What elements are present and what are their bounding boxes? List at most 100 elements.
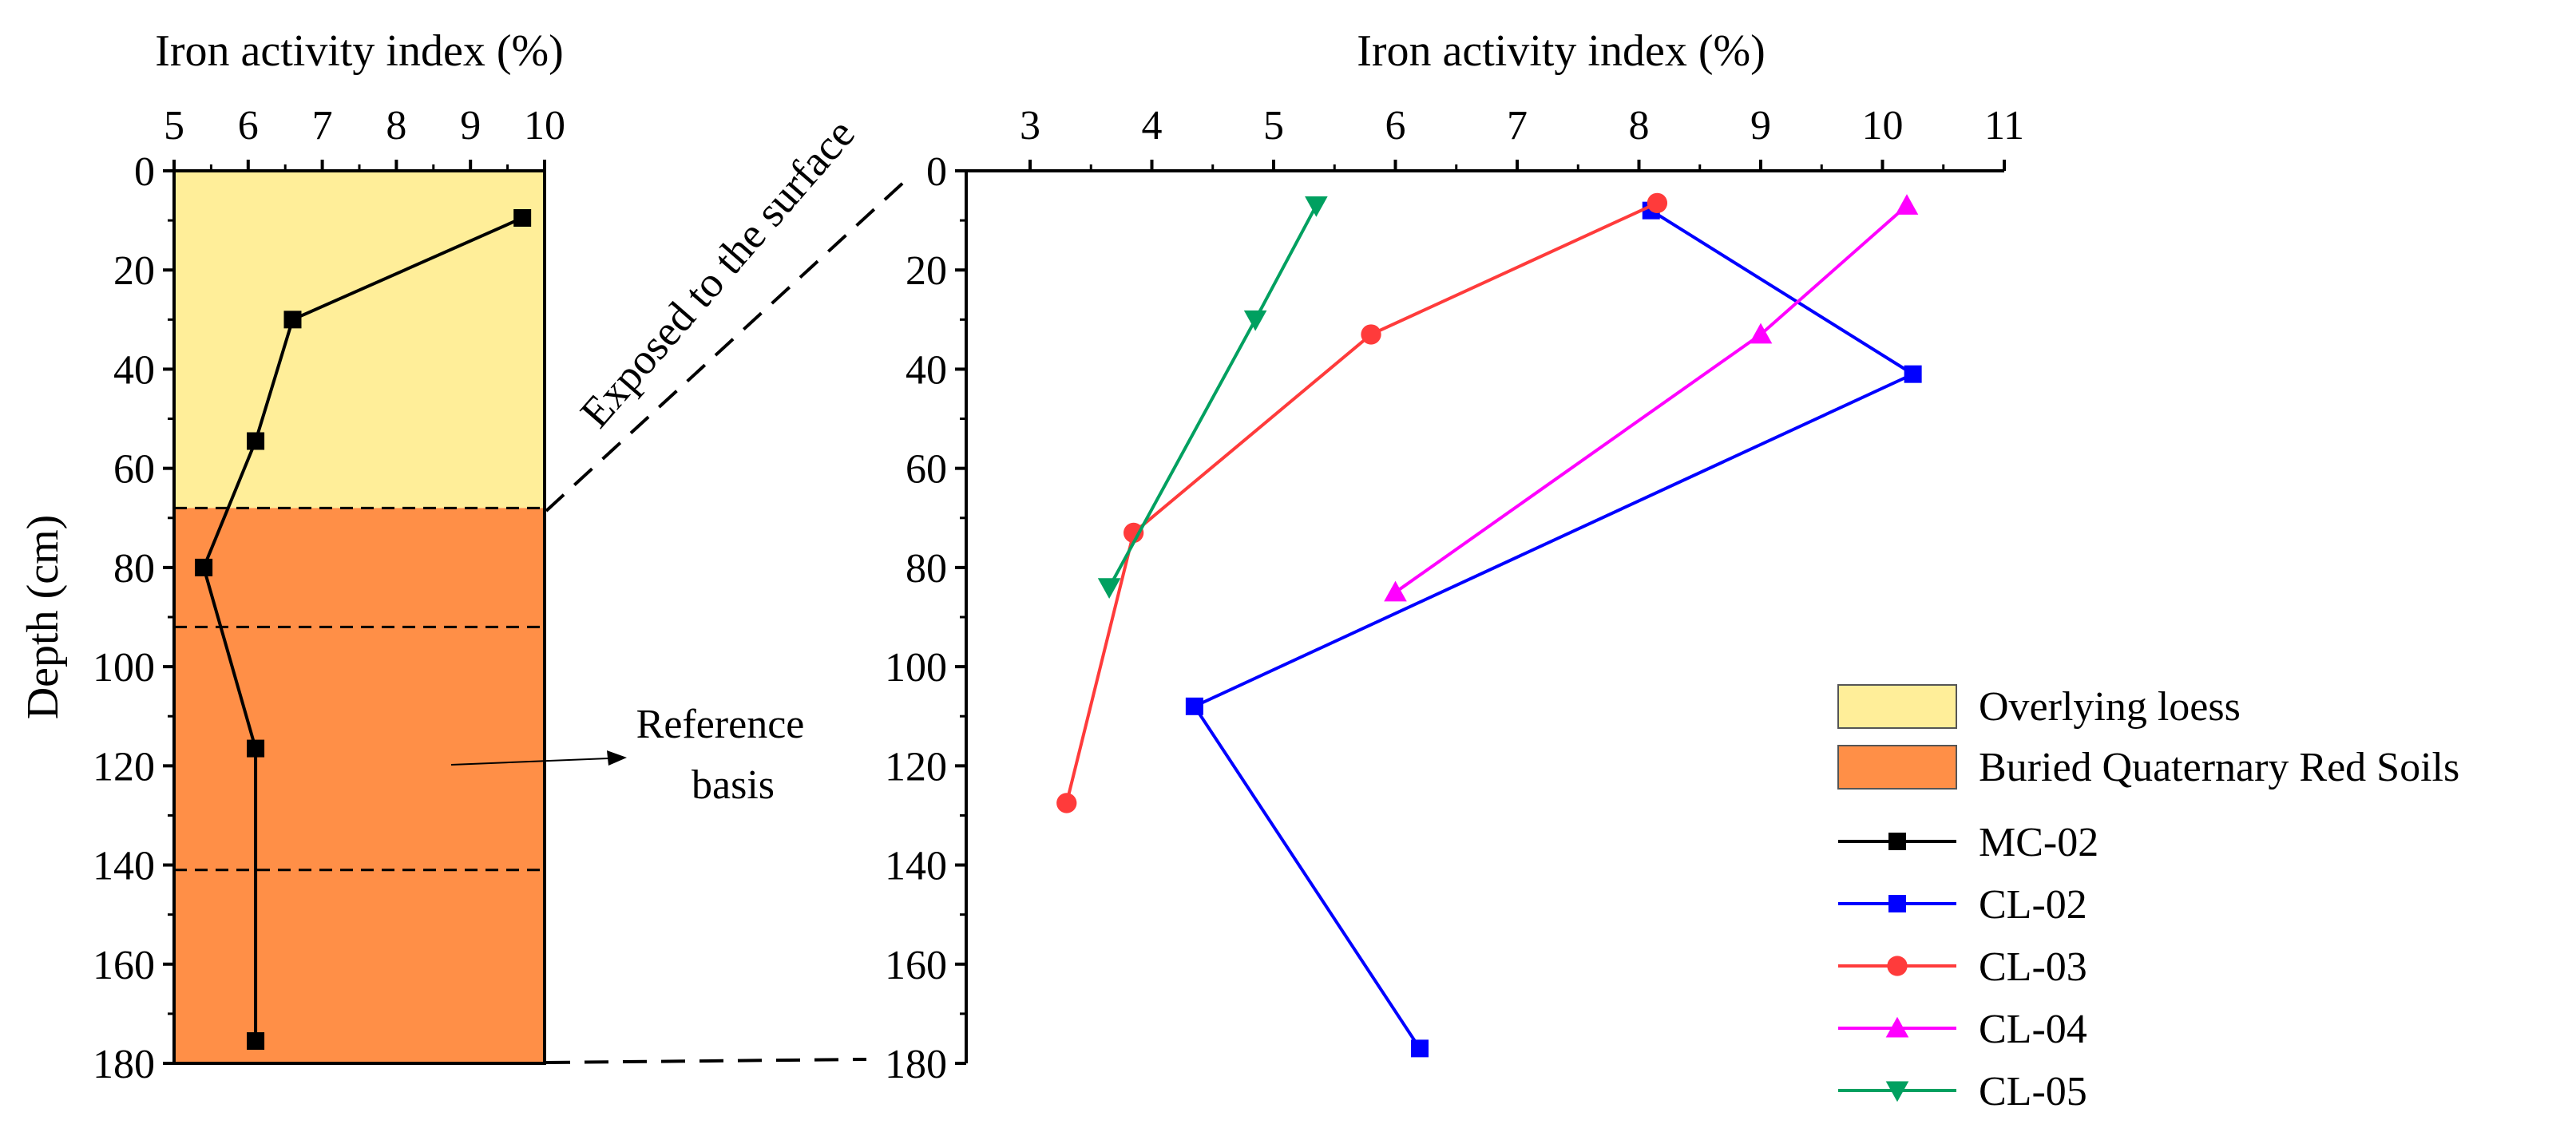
legend-marker-6: [1885, 1081, 1909, 1102]
point-CL-04-2: [1384, 580, 1407, 602]
right-x-ticks: 3 4 5 6 7 8 9 10 11: [1020, 103, 2024, 171]
point-CL-02-2: [1185, 697, 1203, 715]
left-y-tick-label-8: 160: [93, 943, 155, 988]
legend-label-4: CL-03: [1979, 944, 2087, 990]
legend-item-cl-03: CL-03: [1838, 944, 2087, 990]
legend-swatch-1: [1837, 745, 1957, 790]
left-bands: [174, 171, 545, 1063]
legend-label-2: MC-02: [1979, 820, 2098, 865]
reference-label-line1: Reference: [636, 702, 805, 747]
right-y-tick-label-7: 140: [885, 844, 947, 889]
legend-label-6: CL-05: [1979, 1069, 2087, 1114]
left-y-tick-label-7: 140: [93, 844, 155, 889]
point-CL-05-2: [1097, 578, 1121, 600]
legend-swatch-0: [1837, 684, 1957, 729]
band-1: [174, 508, 545, 1063]
legend-label-5: CL-04: [1979, 1007, 2087, 1052]
legend-item-cl-02: CL-02: [1838, 882, 2087, 928]
right-x-tick-label-8: 11: [1984, 103, 2024, 148]
left-y-tick-label-0: 0: [134, 149, 155, 195]
reference-arrow-line: [450, 758, 609, 766]
point-CL-02-1: [1904, 365, 1922, 383]
series-line-CL-03: [1064, 201, 1659, 804]
reference-label-line2: basis: [692, 762, 775, 808]
left-y-tick-label-9: 180: [93, 1042, 155, 1087]
point-CL-03-3: [1056, 793, 1077, 813]
legend-marker-2: [1888, 833, 1906, 850]
point-CL-03-0: [1647, 192, 1668, 214]
left-y-tick-label-6: 120: [93, 744, 155, 790]
series-line-CL-04: [1394, 204, 1908, 594]
point-CL-05-0: [1305, 196, 1328, 217]
legend-marker-3: [1888, 895, 1906, 912]
right-y-tick-label-9: 180: [885, 1042, 947, 1087]
right-y-tick-label-4: 80: [906, 546, 947, 592]
left-x-tick-label-3: 8: [386, 103, 406, 148]
right-y-ticks: 0 20 40 60 80 100 120 140 160 180: [885, 149, 966, 1087]
legend-marker-5: [1885, 1016, 1909, 1038]
right-x-tick-label-5: 8: [1629, 103, 1650, 148]
right-y-tick-label-5: 100: [885, 645, 947, 691]
right-x-tick-label-0: 3: [1020, 103, 1040, 148]
legend: Overlying loess Buried Quaternary Red Soi…: [1837, 684, 2459, 1114]
right-x-axis-label: Iron activity index (%): [1357, 26, 1766, 76]
exposed-label: Exposed to the surface: [571, 109, 864, 436]
left-x-tick-label-4: 9: [460, 103, 481, 148]
left-y-axis-label: Depth (cm): [18, 515, 68, 720]
series-line-CL-02: [1191, 208, 1916, 1050]
legend-label-0: Overlying loess: [1979, 684, 2241, 730]
band-0: [174, 171, 545, 509]
right-y-tick-label-1: 20: [906, 248, 947, 294]
right-x-tick-label-3: 6: [1385, 103, 1406, 148]
point-CL-05-1: [1243, 310, 1267, 331]
point-MC-02-0: [513, 209, 532, 228]
legend-item-mc-02: MC-02: [1838, 820, 2098, 865]
legend-label-1: Buried Quaternary Red Soils: [1979, 745, 2459, 790]
point-MC-02-2: [247, 432, 265, 450]
right-x-tick-label-2: 5: [1263, 103, 1284, 148]
right-x-tick-label-1: 4: [1142, 103, 1163, 148]
left-x-tick-label-1: 6: [238, 103, 259, 148]
point-MC-02-4: [247, 739, 265, 758]
point-MC-02-3: [195, 558, 213, 576]
point-CL-03-2: [1123, 522, 1144, 544]
legend-item-cl-05: CL-05: [1838, 1069, 2087, 1114]
point-CL-02-3: [1411, 1039, 1429, 1058]
left-x-ticks: 5 6 7 8 9 10: [164, 103, 565, 171]
legend-item-buried-quaternary-red-soils: Buried Quaternary Red Soils: [1837, 745, 2459, 790]
left-y-ticks: 0 20 40 60 80 100 120 140 160 180: [93, 149, 174, 1087]
right-y-tick-label-3: 60: [906, 447, 947, 493]
right-y-tick-label-0: 0: [926, 149, 947, 195]
legend-item-cl-04: CL-04: [1838, 1007, 2087, 1052]
connector-top-dashed-line: [545, 180, 906, 513]
point-CL-04-1: [1749, 323, 1773, 344]
series-line-CL-05: [1108, 204, 1318, 588]
left-y-tick-label-2: 40: [113, 347, 155, 393]
left-x-tick-label-2: 7: [312, 103, 333, 148]
right-y-tick-label-6: 120: [885, 744, 947, 790]
left-x-tick-label-5: 10: [524, 103, 565, 148]
point-CL-04-0: [1895, 194, 1919, 215]
right-y-tick-label-2: 40: [906, 347, 947, 393]
right-x-tick-label-4: 7: [1507, 103, 1528, 148]
series-line-MC-02: [202, 216, 523, 1042]
point-MC-02-5: [247, 1032, 265, 1051]
connector-bottom-dashed-line: [545, 1058, 867, 1064]
reference-arrow-head: [607, 750, 627, 766]
point-CL-03-1: [1361, 324, 1381, 345]
left-panel: 5 6 7 8 9 10 0 20 40 60 80 100 120 140 160 180 Iron ac…: [18, 26, 906, 1087]
left-x-axis-label: Iron activity index (%): [155, 26, 564, 76]
legend-label-3: CL-02: [1979, 882, 2087, 928]
left-y-tick-label-1: 20: [113, 248, 155, 294]
left-y-tick-label-3: 60: [113, 447, 155, 493]
legend-marker-4: [1887, 956, 1908, 976]
right-x-tick-label-6: 9: [1750, 103, 1771, 148]
right-series: [1056, 192, 1922, 1058]
right-panel: 3 4 5 6 7 8 9 10 11 0 20 40 60 80 100 120 140 160 180 Iro…: [885, 26, 2024, 1087]
left-x-tick-label-0: 5: [164, 103, 184, 148]
left-series: [195, 209, 532, 1051]
left-y-tick-label-4: 80: [113, 546, 155, 592]
right-y-tick-label-8: 160: [885, 943, 947, 988]
point-MC-02-1: [283, 311, 302, 329]
